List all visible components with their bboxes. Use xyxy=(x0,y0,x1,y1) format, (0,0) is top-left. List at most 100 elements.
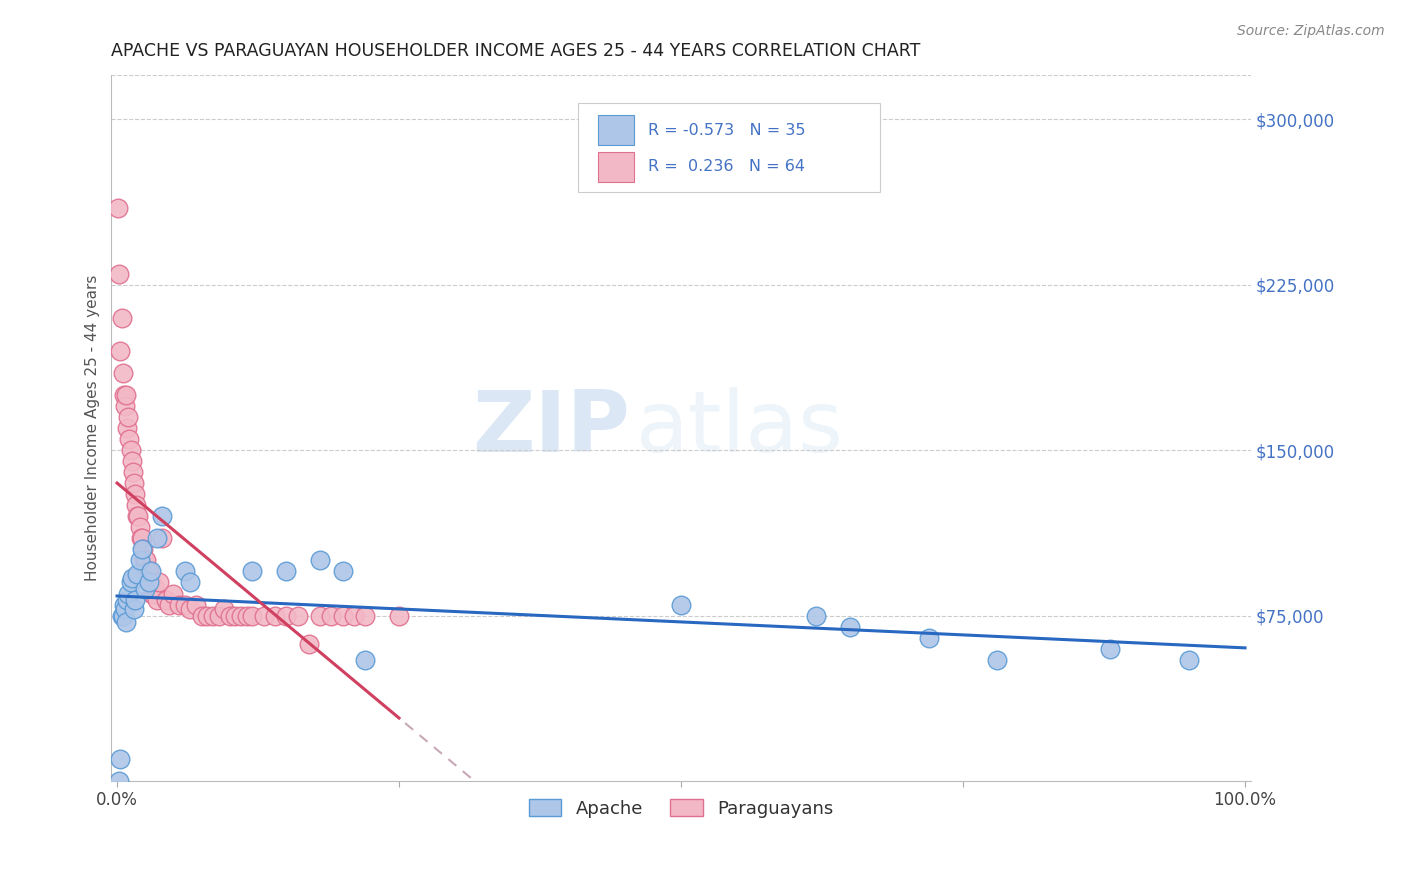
Y-axis label: Householder Income Ages 25 - 44 years: Householder Income Ages 25 - 44 years xyxy=(86,275,100,582)
Point xyxy=(110,310,132,325)
Point xyxy=(112,388,135,402)
Point xyxy=(173,565,195,579)
Point xyxy=(276,565,298,579)
Point xyxy=(120,575,142,590)
Point xyxy=(125,498,148,512)
Point xyxy=(124,487,146,501)
Point xyxy=(110,752,132,766)
Point xyxy=(139,565,162,579)
Point xyxy=(110,343,132,358)
Point xyxy=(129,532,152,546)
Point xyxy=(179,602,201,616)
Point xyxy=(236,608,259,623)
Point xyxy=(134,582,156,596)
Point xyxy=(139,575,162,590)
Point xyxy=(111,366,134,380)
Text: APACHE VS PARAGUAYAN HOUSEHOLDER INCOME AGES 25 - 44 YEARS CORRELATION CHART: APACHE VS PARAGUAYAN HOUSEHOLDER INCOME … xyxy=(111,42,921,60)
Point xyxy=(287,608,309,623)
Point xyxy=(354,653,377,667)
Point xyxy=(212,602,235,616)
Point xyxy=(145,532,167,546)
Point xyxy=(131,542,153,557)
Point xyxy=(195,608,218,623)
Point xyxy=(150,532,173,546)
Point xyxy=(141,586,163,600)
Point xyxy=(201,608,224,623)
Point xyxy=(167,598,190,612)
Point xyxy=(242,565,264,579)
Point xyxy=(127,566,149,581)
Point xyxy=(276,608,298,623)
Point xyxy=(184,598,207,612)
Point xyxy=(354,608,377,623)
Point xyxy=(309,553,332,567)
Point xyxy=(139,575,162,590)
Point xyxy=(1177,653,1199,667)
Point xyxy=(121,454,143,468)
Point xyxy=(839,619,862,633)
Point xyxy=(120,443,142,458)
Point xyxy=(143,580,166,594)
Text: Source: ZipAtlas.com: Source: ZipAtlas.com xyxy=(1237,24,1385,38)
Point xyxy=(115,615,138,630)
FancyBboxPatch shape xyxy=(578,103,880,192)
FancyBboxPatch shape xyxy=(598,153,634,182)
Point xyxy=(207,608,229,623)
Point xyxy=(114,399,136,413)
Point xyxy=(128,520,150,534)
Point xyxy=(173,598,195,612)
Point xyxy=(114,602,136,616)
Point xyxy=(224,608,246,623)
Point xyxy=(134,553,156,567)
Point xyxy=(150,509,173,524)
FancyBboxPatch shape xyxy=(598,115,634,145)
Legend: Apache, Paraguayans: Apache, Paraguayans xyxy=(522,792,841,825)
Text: atlas: atlas xyxy=(636,386,844,469)
Point xyxy=(145,593,167,607)
Point xyxy=(332,565,354,579)
Point xyxy=(157,598,180,612)
Point xyxy=(115,593,138,607)
Point xyxy=(108,267,131,281)
Point xyxy=(138,565,160,579)
Point xyxy=(107,201,129,215)
Point xyxy=(669,598,692,612)
Point xyxy=(117,410,139,425)
Point xyxy=(138,575,160,590)
Point xyxy=(229,608,252,623)
Point xyxy=(155,593,177,607)
Point xyxy=(135,553,157,567)
Text: R = -0.573   N = 35: R = -0.573 N = 35 xyxy=(648,123,806,137)
Point xyxy=(309,608,332,623)
Point xyxy=(122,476,145,491)
Point xyxy=(127,509,149,524)
Point xyxy=(128,553,150,567)
Point xyxy=(132,542,155,557)
Point xyxy=(918,631,941,645)
Point xyxy=(115,388,138,402)
Point xyxy=(986,653,1008,667)
Point xyxy=(142,586,165,600)
Point xyxy=(179,575,201,590)
Point xyxy=(806,608,828,623)
Point xyxy=(332,608,354,623)
Text: ZIP: ZIP xyxy=(472,386,630,469)
Point xyxy=(124,593,146,607)
Point xyxy=(242,608,264,623)
Point xyxy=(110,608,132,623)
Point xyxy=(321,608,343,623)
Point xyxy=(121,571,143,585)
Point xyxy=(1098,641,1121,656)
Point xyxy=(117,586,139,600)
Point xyxy=(115,421,138,435)
Point xyxy=(122,602,145,616)
Point xyxy=(136,565,159,579)
Point xyxy=(111,608,134,623)
Point xyxy=(298,637,321,651)
Point xyxy=(218,608,240,623)
Point xyxy=(131,532,153,546)
Point xyxy=(253,608,276,623)
Point xyxy=(134,553,156,567)
Point xyxy=(112,598,135,612)
Point xyxy=(127,509,149,524)
